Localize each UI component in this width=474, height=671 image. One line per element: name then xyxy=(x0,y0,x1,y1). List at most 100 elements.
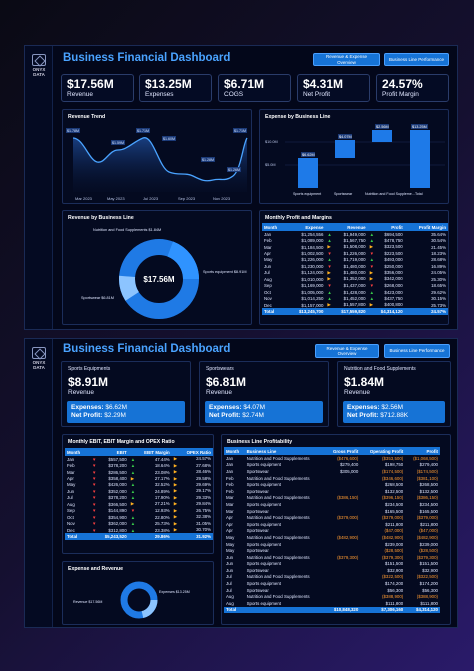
table-cell: 24.05% xyxy=(431,270,446,276)
table-row: Jun $1,230,000 ▼ $1,480,000 ▼ $250,000 16.89% xyxy=(262,263,448,269)
nav-button-business-line[interactable]: Business Line Performance xyxy=(384,53,449,66)
table-row: Apr ▼ $358,400 ▶ 27.17% ▶ 29.58% xyxy=(65,475,213,482)
table-cell: Jun xyxy=(226,561,234,567)
table-row: Aug ▼ $366,500 ▶ 27.21% ▶ 29.84% xyxy=(65,501,213,507)
revenue-trend-chart: $1.78M $1.59M $1.71M $1.60M $1.28M $1.26… xyxy=(66,128,248,201)
page-title: Business Financial Dashboard xyxy=(63,52,231,64)
card-sports-equipment: Sports Equipments $8.91M Revenue Expense… xyxy=(61,361,191,427)
table-cell: ▶ 27.68% xyxy=(173,462,211,468)
table-cell: ▶ 24.57% xyxy=(173,456,211,462)
table-cell: $151,500 xyxy=(384,561,404,567)
dashboard-page-1: ONYX DATA Business Financial Dashboard R… xyxy=(24,45,458,330)
table-row: May Sports equipment $239,000 $239,000 xyxy=(224,541,440,548)
table-cell: ▼ $286,500 xyxy=(91,469,127,475)
table-cell: Jun xyxy=(67,488,75,494)
ebit-header: EBIT xyxy=(89,448,129,456)
expense-revenue-panel: Expense and Revenue Revenue $17.56M Expe… xyxy=(62,561,214,625)
trend-x-tick-1: Mar 2023 xyxy=(75,196,93,201)
kpi-cogs: $6.71M COGS xyxy=(218,74,291,102)
table-cell: $211,800 xyxy=(385,521,404,527)
table-cell: ($379,300) xyxy=(416,554,438,560)
table-cell: ($386,150) xyxy=(416,495,438,501)
table-row: Oct $1,005,000 ▲ $1,428,000 ▲ $423,000 29.62% xyxy=(262,289,448,295)
exp-rev-label-expenses: Expenses $13.25M xyxy=(159,590,190,594)
table-cell: Sep xyxy=(264,283,272,289)
trend-label-5: $1.28M xyxy=(202,158,214,162)
expense-bl-title: Expense by Business Line xyxy=(265,114,331,120)
table-cell: $1,157,000 xyxy=(301,302,324,308)
table-cell xyxy=(325,600,360,607)
table-cell: ▶ $323,500 xyxy=(369,244,403,250)
table-cell: ▼ $144,890 xyxy=(91,508,127,514)
business-line-profit-table: Month Business Line Gross Profit Operating … xyxy=(224,447,440,614)
nav-button-revenue-expense[interactable]: Revenue & Expense Overview xyxy=(313,53,380,66)
donut-nutrition xyxy=(119,239,199,319)
table-cell: Feb xyxy=(264,238,272,244)
table-cell: May xyxy=(226,541,235,547)
expense-revenue-donut: Revenue $17.56M Expenses $13.25M xyxy=(73,581,190,619)
table-cell: $1,089,000 xyxy=(301,238,324,244)
exp-y-tick-1: $10.0M xyxy=(265,140,278,144)
table-cell: ($28,500) xyxy=(384,548,404,554)
exp-cat-3: Nutrition and Food Suppleme... xyxy=(365,192,415,196)
table-cell: ▶ 29.69% xyxy=(173,481,211,487)
table-cell: ▲ $1,452,000 xyxy=(327,296,366,302)
table-cell: ($388,900) xyxy=(382,594,404,600)
table-cell: ▲ $1,949,000 xyxy=(327,231,366,237)
revenue-by-business-line-panel: Revenue by Business Line $17.56M Nutriti… xyxy=(62,210,252,325)
table-row: Jun Nutrition and Food Supplements ($379,3… xyxy=(224,554,440,561)
table-row: Apr Nutrition and Food Supplements ($379,0… xyxy=(224,514,440,521)
table-cell: ($482,900) xyxy=(337,534,359,540)
table-row: Jan Sportswear $305,000 ($174,500) ($174,500… xyxy=(224,468,440,475)
table-cell: ▲ 17.90% xyxy=(130,495,170,501)
nav-button-business-line-2[interactable]: Business Line Performance xyxy=(384,344,450,358)
exp-bar-sports-equipment xyxy=(298,158,318,188)
exp-bar-nutrition xyxy=(372,130,392,142)
donut-label-nutrition: Nutrition and Food Supplements $1.84M xyxy=(93,228,161,232)
monthly-profit-panel: Monthly Profit and Margins Month Expense R… xyxy=(259,210,449,325)
table-cell: Sports equipment xyxy=(246,561,282,567)
table-cell: $305,000 xyxy=(339,468,359,474)
table-cell: $151,500 xyxy=(419,561,438,567)
table-cell xyxy=(325,574,360,581)
table-cell: Jan xyxy=(67,456,75,462)
table-cell: Sports equipment xyxy=(246,600,282,606)
table-row: Feb $1,089,000 ▲ $1,567,750 ▲ $478,750 30.54% xyxy=(262,237,448,243)
table-cell: ▲ 25.73% xyxy=(130,521,170,527)
mp-header: Expense xyxy=(285,223,326,231)
revenue-donut-chart: $17.56M Nutrition and Food Supplements $… xyxy=(81,228,246,319)
table-cell: $132,500 xyxy=(419,488,438,494)
expense-waterfall-chart: $10.0M $5.0M $6.62M $4.07M $2.56M $13.25… xyxy=(265,124,445,196)
blp-header: Month xyxy=(224,447,245,455)
revenue-line xyxy=(72,137,248,182)
table-row: Mar Sports equipment $234,500 $234,500 xyxy=(224,501,440,508)
table-row: Dec ▼ $312,800 ▲ 23.38% ▶ 30.70% xyxy=(65,527,213,533)
nav-button-revenue-expense-2[interactable]: Revenue & Expense Overview xyxy=(315,344,379,358)
table-row: May $1,226,000 ▲ $1,719,000 ▲ $493,000 28.68% xyxy=(262,257,448,263)
table-cell: Sportswear xyxy=(246,567,269,573)
mp-header: Month xyxy=(262,223,286,231)
table-cell: ▲ 23.38% xyxy=(130,527,170,533)
table-cell: ▼ $362,000 xyxy=(91,521,127,527)
card-sportswear: Sportswears $6.81M Revenue Expenses: $4.… xyxy=(199,361,329,427)
table-cell: ▼ $312,800 xyxy=(91,527,127,533)
table-cell xyxy=(325,580,360,587)
table-cell: Sportswear xyxy=(246,508,269,514)
table-total-row: Total $5,243,520 29.86% 31.92% xyxy=(65,533,213,540)
table-cell xyxy=(325,587,360,594)
exp-label-1: $6.62M xyxy=(302,153,315,157)
table-cell: ($47,000) xyxy=(419,528,438,534)
table-cell: Apr xyxy=(226,515,233,521)
revenue-bl-title: Revenue by Business Line xyxy=(68,215,134,221)
table-cell: $165,500 xyxy=(384,508,404,514)
table-cell: $174,200 xyxy=(419,581,438,587)
table-cell: Jan xyxy=(226,462,234,468)
table-cell: ▶ $1,352,000 xyxy=(327,276,366,282)
table-cell: ($379,300) xyxy=(337,554,359,560)
exp-label-2: $4.07M xyxy=(339,135,352,139)
table-cell: $234,500 xyxy=(384,501,404,507)
table-cell: ▶ $342,000 xyxy=(369,276,403,282)
table-cell: 29.62% xyxy=(431,289,446,295)
table-cell: ▼ $352,000 xyxy=(91,488,127,494)
table-cell: ▲ $493,000 xyxy=(369,257,403,263)
